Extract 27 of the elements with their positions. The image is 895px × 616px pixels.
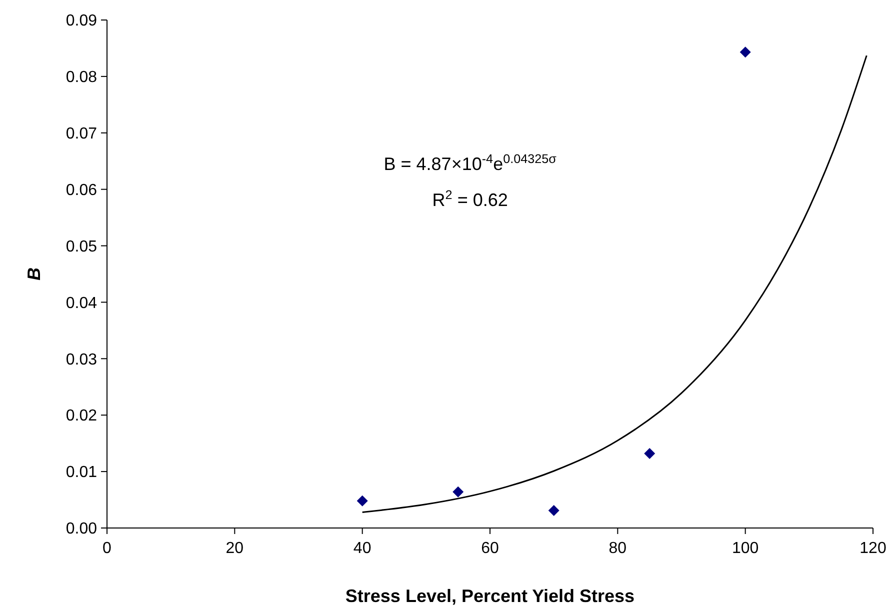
x-tick-label: 40	[353, 540, 372, 557]
x-tick-label: 20	[226, 540, 244, 557]
y-tick-label: 0.06	[66, 182, 98, 199]
point	[356, 495, 368, 506]
annotation: B = 4.87×10$^{-4}$e$^{0.04325σ}$	[384, 152, 557, 174]
point	[740, 46, 751, 58]
y-tick-label: 0.08	[66, 69, 98, 86]
y-tick-label: 0.03	[66, 351, 98, 368]
point	[548, 505, 560, 516]
y-tick-label: 0.09	[66, 12, 98, 30]
y-tick-label: 0.04	[66, 294, 98, 312]
x-tick-label: 120	[860, 540, 886, 557]
y-tick-label: 0.02	[66, 408, 98, 425]
point	[644, 448, 656, 459]
line-series	[362, 54, 868, 513]
x-tick-label: 0	[102, 540, 112, 557]
y-axis-title: B	[24, 268, 44, 280]
x-tick-label: 60	[481, 540, 499, 557]
x-tick-label: 100	[732, 540, 759, 557]
y-tick-label: 0.00	[66, 520, 98, 538]
annotation: R$^{2}$ = 0.62	[432, 188, 508, 210]
y-tick-label: 0.07	[66, 125, 98, 142]
y-tick-label: 0.01	[66, 464, 98, 482]
x-axis-title: Stress Level, Percent Yield Stress	[345, 586, 635, 606]
x-tick-label: 80	[608, 540, 627, 557]
point	[452, 486, 464, 498]
y-tick-label: 0.05	[66, 238, 98, 256]
